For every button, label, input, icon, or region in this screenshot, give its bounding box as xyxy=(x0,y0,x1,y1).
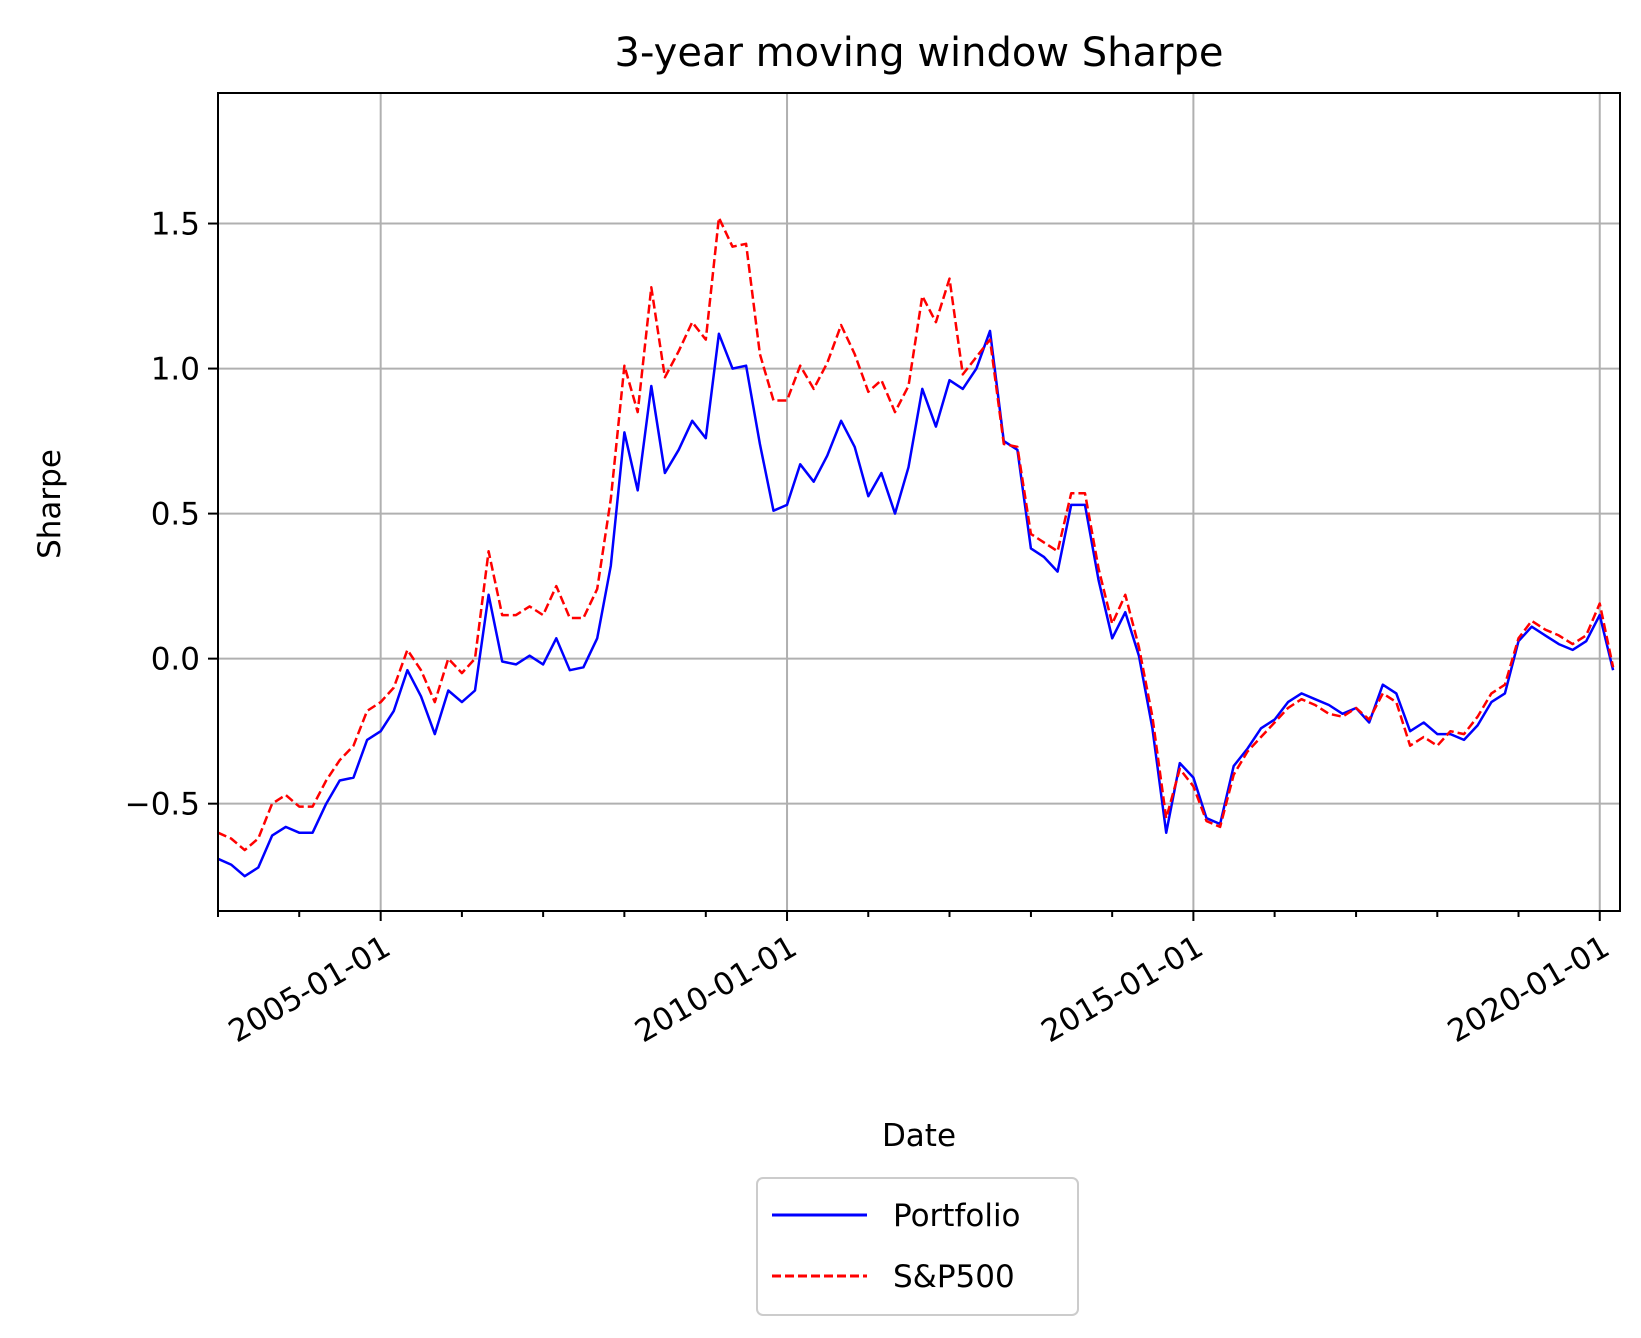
y-tick-label: 1.0 xyxy=(151,352,200,388)
chart-title: 3-year moving window Sharpe xyxy=(615,30,1224,76)
y-tick-label: −0.5 xyxy=(125,787,200,823)
series-layer xyxy=(217,216,1615,878)
legend-box xyxy=(756,1177,1079,1316)
y-tick-label: 0.5 xyxy=(151,497,200,533)
y-axis-label: Sharpe xyxy=(32,449,68,559)
x-gridlines xyxy=(379,93,1601,911)
y-gridlines xyxy=(218,222,1620,805)
legend-label-sp500: S&P500 xyxy=(893,1259,1015,1295)
y-ticks: −0.5 0.0 0.5 1.0 1.5 xyxy=(125,207,218,823)
x-axis-label: Date xyxy=(882,1118,956,1154)
plot-frame xyxy=(217,92,1621,912)
series-line-portfolio xyxy=(217,329,1615,878)
y-tick-label: 0.0 xyxy=(151,642,200,678)
legend-label-portfolio: Portfolio xyxy=(893,1198,1021,1234)
series-line-sp500 xyxy=(217,216,1615,852)
x-minor-ticks xyxy=(217,911,1520,917)
legend: Portfolio S&P500 xyxy=(756,1177,1079,1316)
y-tick-label: 1.5 xyxy=(151,207,200,243)
